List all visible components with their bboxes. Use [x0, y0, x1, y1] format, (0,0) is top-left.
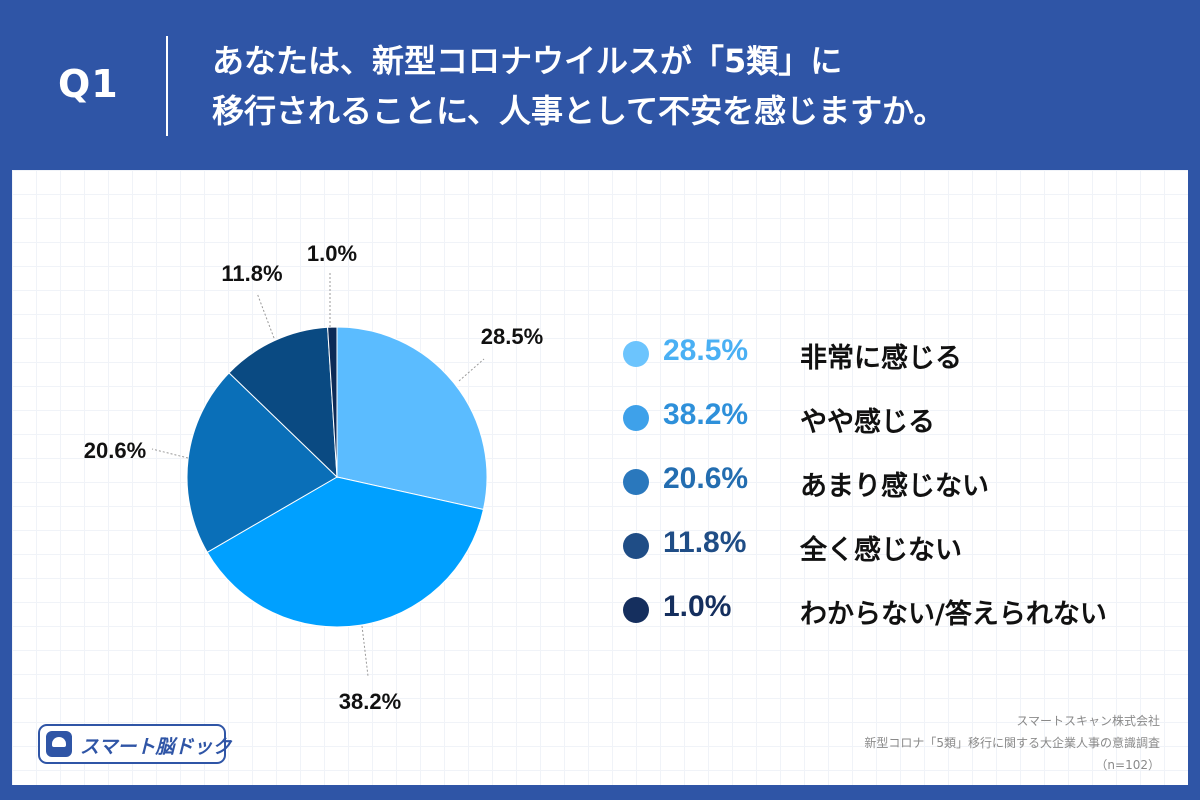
- source-note: スマートスキャン株式会社 新型コロナ「5類」移行に関する大企業人事の意識調査 （…: [864, 710, 1160, 776]
- header: Q1 あなたは、新型コロナウイルスが「5類」に 移行されることに、人事として不安…: [0, 0, 1200, 170]
- pie-slice: [186, 372, 338, 553]
- source-survey: 新型コロナ「5類」移行に関する大企業人事の意識調査: [864, 736, 1160, 750]
- question-title-line-1: あなたは、新型コロナウイルスが「5類」に: [212, 42, 843, 80]
- legend-item: 20.6% あまり感じない: [610, 458, 1170, 522]
- legend-percent: 11.8%: [663, 526, 747, 559]
- header-divider: [166, 36, 168, 136]
- question-title-line-2: 移行されることに、人事として不安を感じますか。: [212, 92, 946, 130]
- brand-logo: スマート脳ドック: [38, 724, 231, 764]
- legend-dot: [623, 405, 649, 431]
- source-company: スマートスキャン株式会社: [1016, 714, 1160, 728]
- legend-dot: [623, 341, 649, 367]
- pie-slice: [206, 476, 485, 628]
- legend: 28.5% 非常に感じる 38.2% やや感じる 20.6% あまり感じない 1…: [610, 330, 1170, 650]
- question-title: あなたは、新型コロナウイルスが「5類」に 移行されることに、人事として不安を感じ…: [212, 36, 1172, 136]
- leader-line: [361, 625, 369, 677]
- legend-label: 非常に感じる: [800, 343, 962, 374]
- legend-item: 38.2% やや感じる: [610, 394, 1170, 458]
- legend-label: 全く感じない: [800, 535, 962, 566]
- pie-slice: [228, 326, 338, 479]
- logo-text: スマート脳ドック: [80, 736, 232, 758]
- leader-line: [256, 292, 275, 339]
- pie-chart: 28.5% 38.2% 20.6% 11.8% 1.0%: [84, 241, 543, 714]
- leader-line: [458, 358, 485, 382]
- pie-slice: [327, 326, 338, 478]
- source-sample: （n=102）: [1095, 758, 1160, 772]
- legend-dot: [623, 597, 649, 623]
- legend-percent: 1.0%: [663, 590, 732, 623]
- legend-percent: 28.5%: [663, 334, 749, 367]
- slice-data-label: 28.5%: [481, 324, 543, 349]
- legend-label: やや感じる: [800, 407, 935, 438]
- leader-line: [151, 448, 189, 459]
- legend-percent: 38.2%: [663, 398, 749, 431]
- legend-dot: [623, 533, 649, 559]
- legend-percent: 20.6%: [663, 462, 749, 495]
- slice-data-label: 1.0%: [307, 241, 357, 266]
- question-number: Q1: [58, 62, 119, 106]
- chart-card: 28.5% 38.2% 20.6% 11.8% 1.0%: [12, 170, 1188, 785]
- legend-dot: [623, 469, 649, 495]
- legend-item: 28.5% 非常に感じる: [610, 330, 1170, 394]
- slice-data-label: 38.2%: [339, 689, 401, 714]
- legend-item: 1.0% わからない/答えられない: [610, 586, 1170, 650]
- brain-icon: [46, 731, 72, 757]
- slice-data-label: 11.8%: [221, 261, 282, 286]
- slice-data-label: 20.6%: [84, 438, 146, 463]
- pie-slice: [336, 326, 488, 511]
- legend-label: わからない/答えられない: [800, 599, 1107, 630]
- legend-label: あまり感じない: [800, 471, 989, 502]
- legend-item: 11.8% 全く感じない: [610, 522, 1170, 586]
